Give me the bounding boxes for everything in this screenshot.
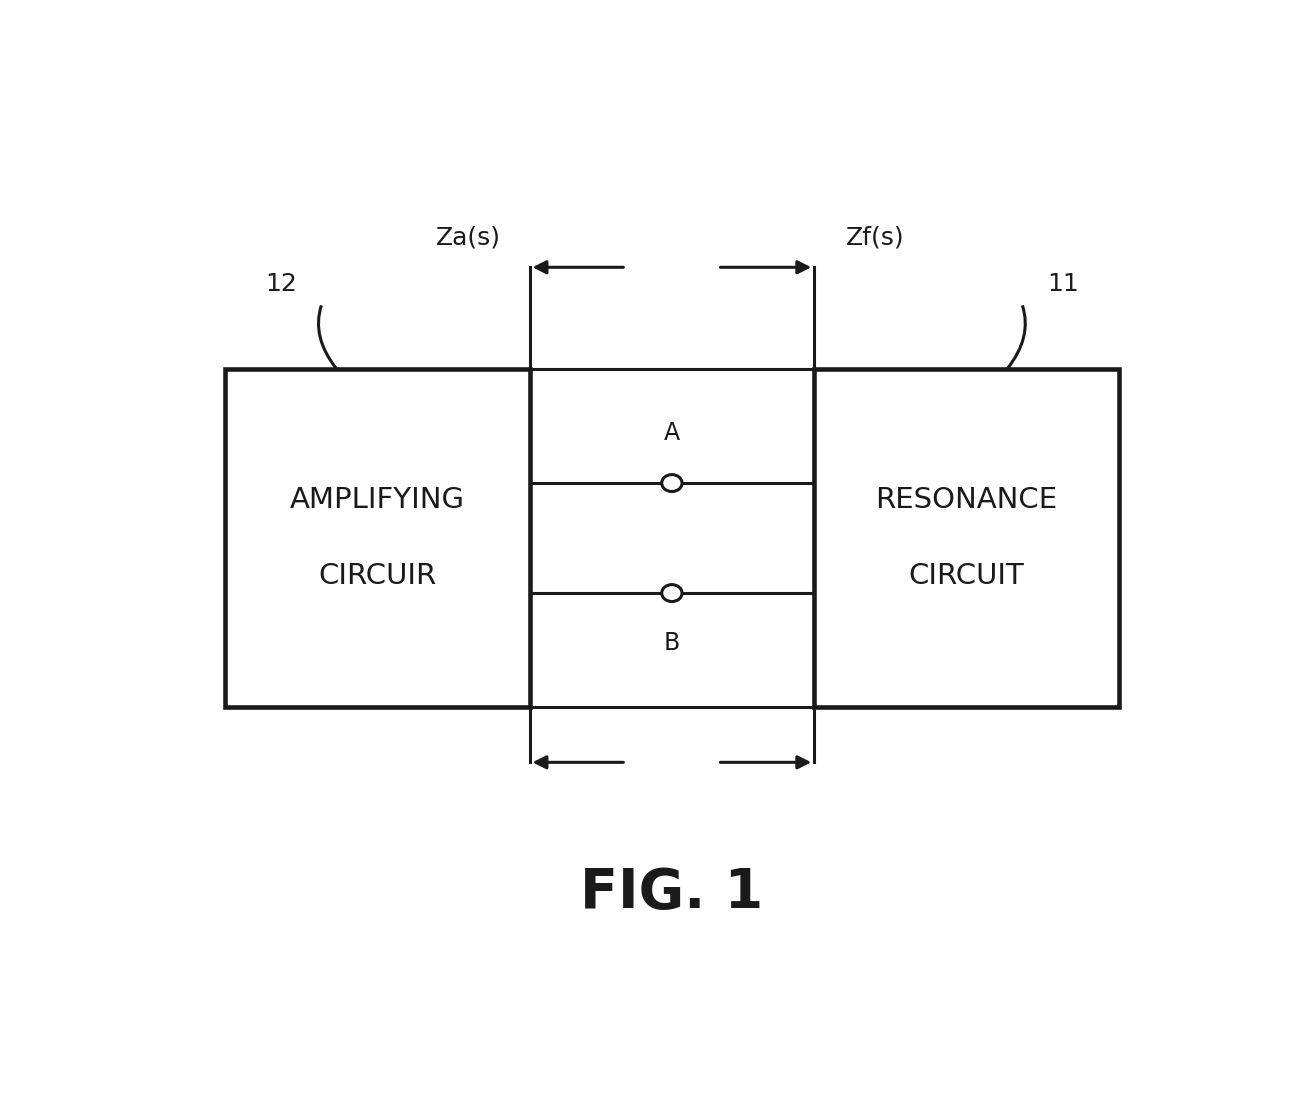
Text: FIG. 1: FIG. 1: [581, 866, 763, 921]
Circle shape: [662, 585, 682, 601]
Text: CIRCUIT: CIRCUIT: [909, 563, 1024, 590]
Text: 11: 11: [1047, 273, 1079, 297]
Circle shape: [662, 475, 682, 491]
Text: A: A: [663, 421, 680, 445]
Text: RESONANCE: RESONANCE: [876, 486, 1058, 514]
Text: CIRCUIR: CIRCUIR: [319, 563, 437, 590]
Bar: [225, 369, 530, 708]
Text: 12: 12: [265, 273, 296, 297]
Text: Zf(s): Zf(s): [846, 225, 905, 249]
Bar: [814, 369, 1120, 708]
Text: B: B: [663, 631, 680, 655]
Text: AMPLIFYING: AMPLIFYING: [290, 486, 464, 514]
Text: Za(s): Za(s): [437, 225, 501, 249]
